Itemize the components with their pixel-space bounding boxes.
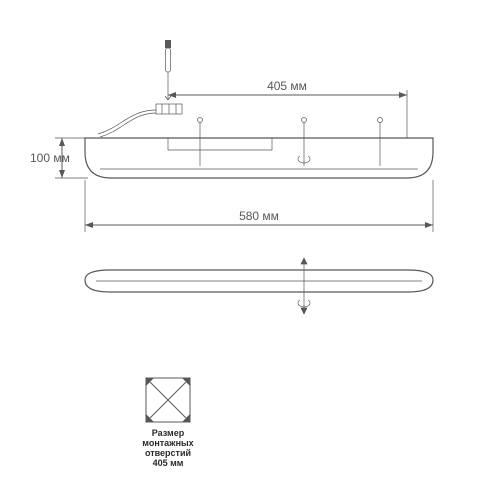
dim-405-label: 405 мм (267, 79, 307, 93)
dim-580-label: 580 мм (239, 209, 279, 223)
dimension-100: 100 мм (30, 138, 88, 178)
dimension-405: 405 мм (168, 79, 407, 138)
svg-text:монтажных: монтажных (142, 438, 193, 448)
svg-text:отверстий: отверстий (145, 448, 191, 458)
mounting-hole-icon (146, 378, 190, 422)
mounting-hole-caption: Размер монтажных отверстий 405 мм (142, 428, 193, 468)
dim-100-label: 100 мм (30, 151, 70, 165)
mounting-bracket (98, 104, 182, 137)
mounting-screws (198, 118, 383, 167)
screwdriver-icon (165, 40, 171, 100)
fixture-front-profile (85, 270, 433, 292)
dimension-580: 580 мм (85, 180, 433, 232)
svg-text:405 мм: 405 мм (153, 458, 184, 468)
svg-text:Размер: Размер (152, 428, 185, 438)
fixture-side-profile (85, 138, 433, 178)
front-center-screw (298, 258, 310, 314)
